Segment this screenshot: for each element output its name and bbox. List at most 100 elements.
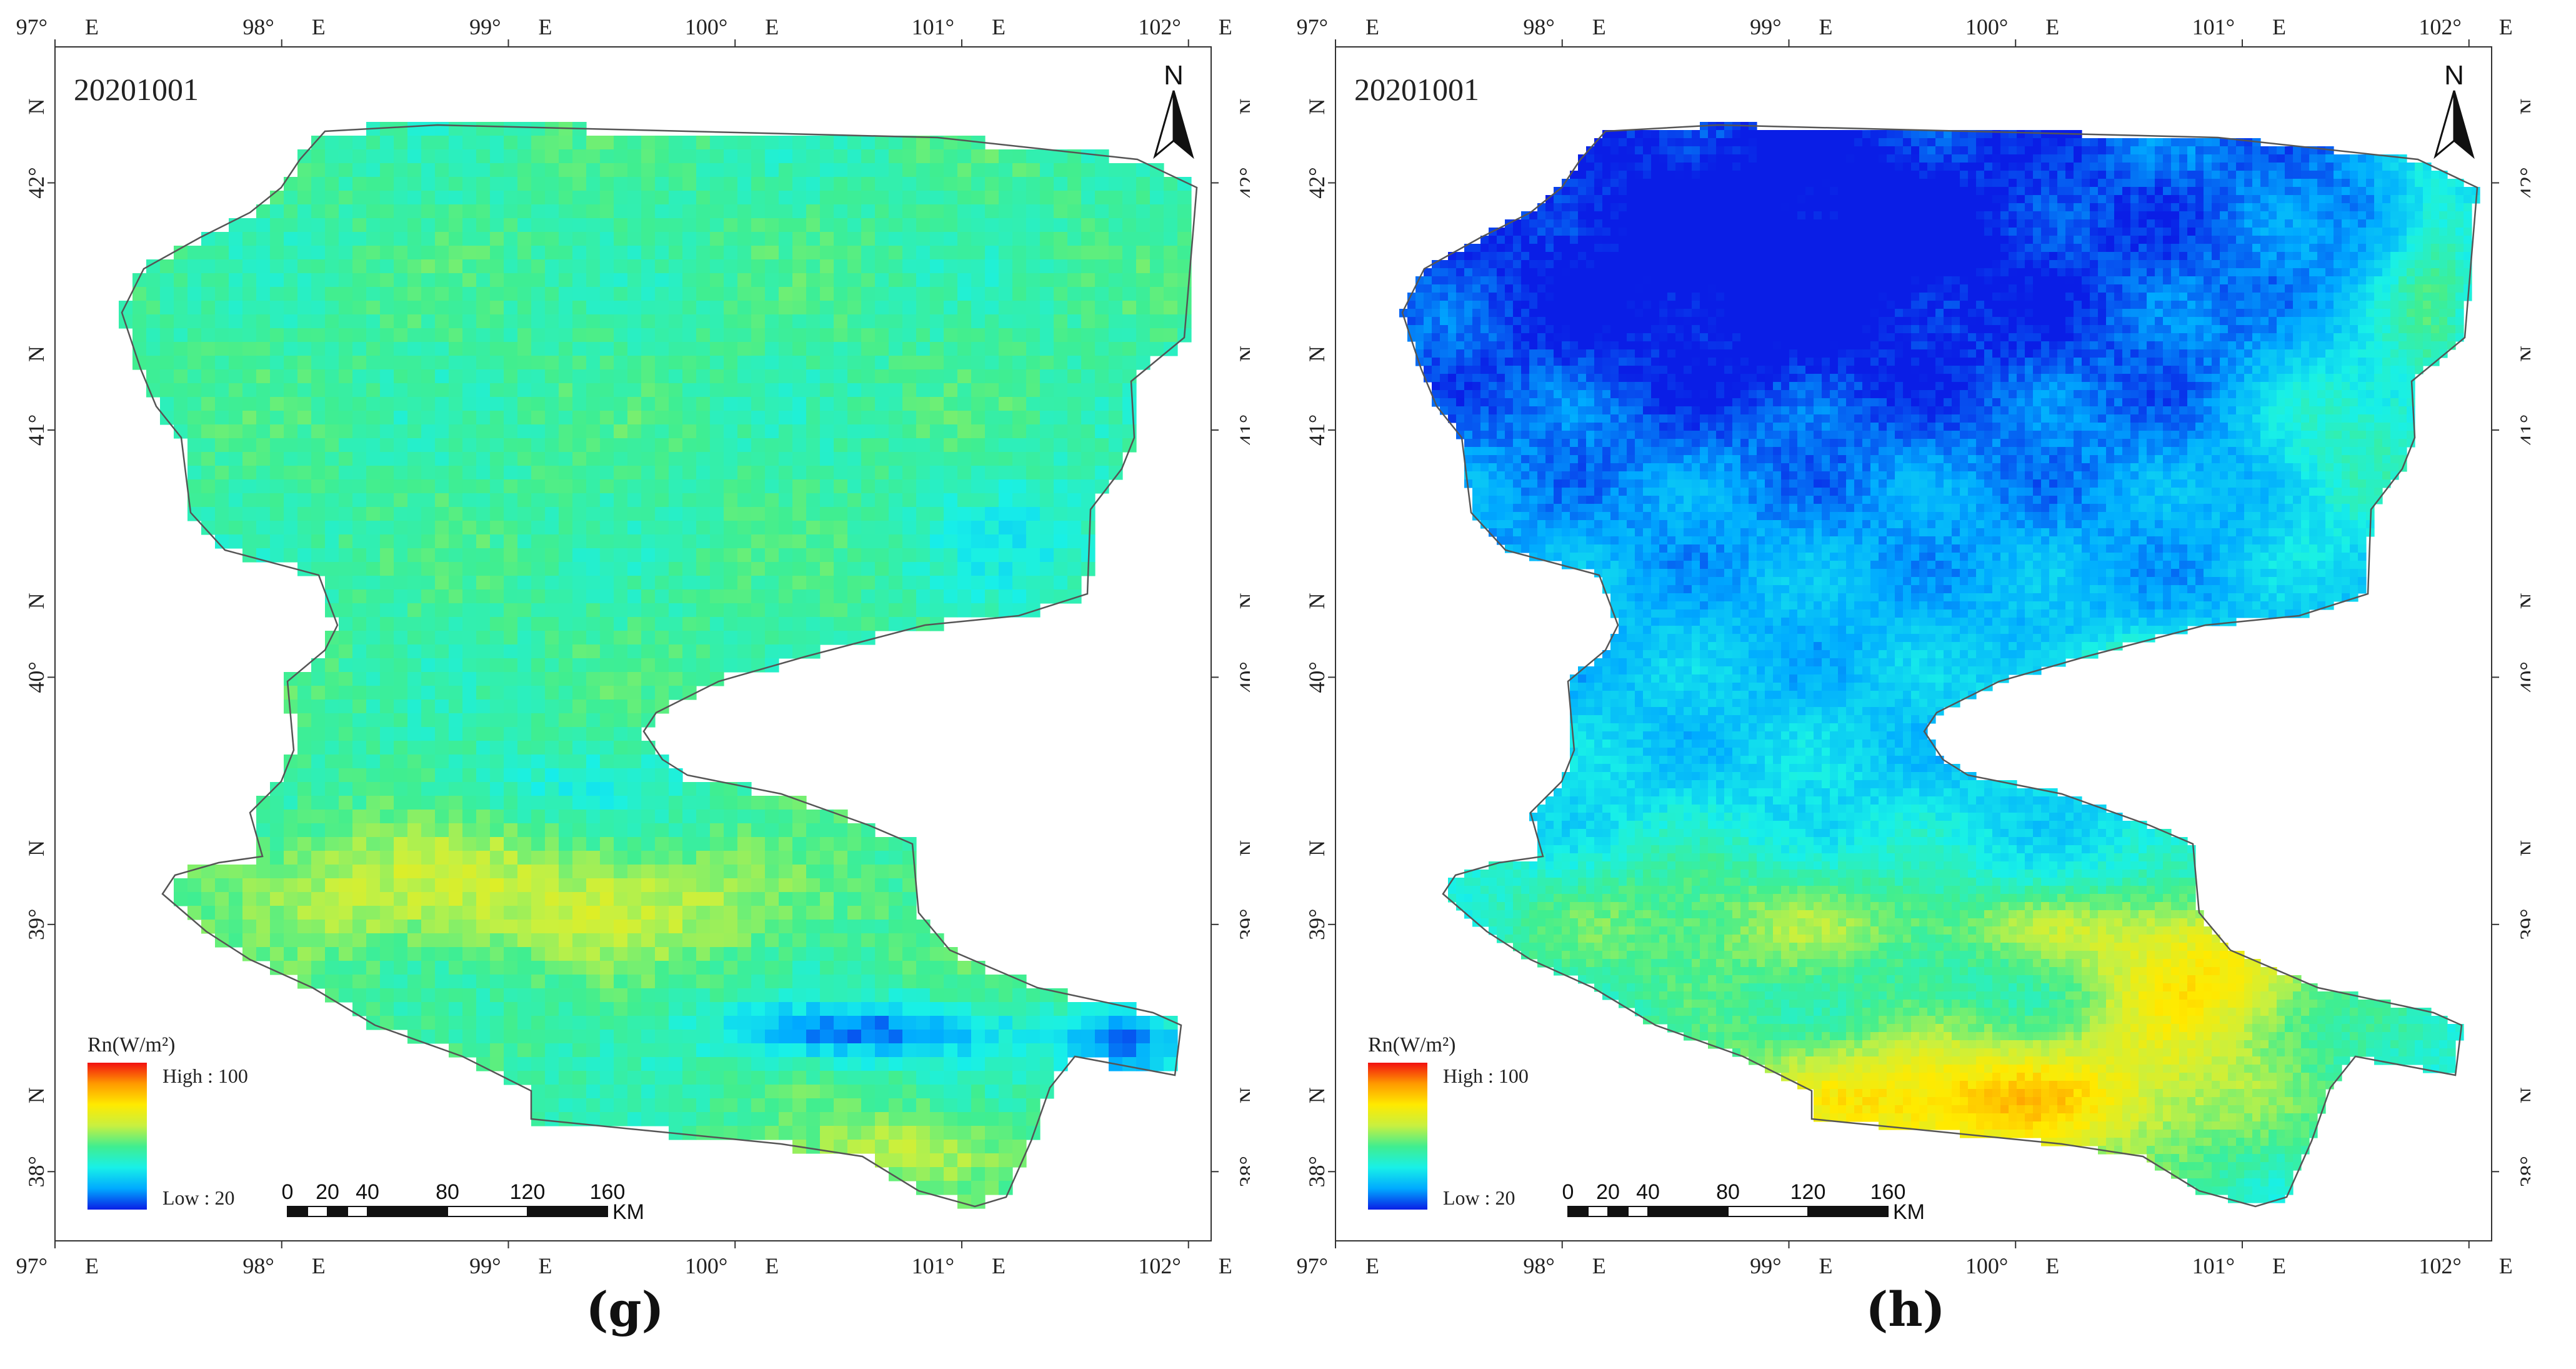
raster-cell [462,1030,477,1044]
raster-cell [1594,171,1603,179]
raster-cell [2082,163,2090,171]
raster-cell [297,411,312,425]
raster-cell [861,603,876,618]
raster-cell [2155,154,2164,163]
raster-cell [2244,154,2253,163]
raster-cell [380,191,394,205]
lat-tick-label: 42° [24,167,49,198]
raster-cell [724,865,738,879]
raster-cell [1773,179,1782,188]
raster-cell [724,411,738,425]
raster-cell [2106,187,2115,196]
lon-hemisphere-label: E [538,1253,552,1278]
raster-cell [1150,1030,1164,1044]
raster-cell [875,411,889,425]
raster-cell [559,273,573,288]
raster-cell [1026,287,1041,301]
raster-cell [517,631,532,645]
raster-cell [270,232,284,246]
raster-cell [1095,204,1109,219]
raster-cell [517,328,532,343]
raster-cell [614,700,628,714]
raster-cell [1903,146,1912,155]
raster-cell [669,548,683,563]
raster-cell [1667,130,1676,139]
raster-cell [394,424,408,439]
raster-cell [421,232,436,246]
raster-cell [490,603,504,618]
raster-cell [930,975,944,989]
raster-cell [930,548,944,563]
raster-cell [627,988,642,1003]
raster-cell [297,328,312,343]
raster-cell [531,122,546,136]
raster-cell [2293,163,2302,171]
raster-cell [861,562,876,576]
raster-cell [586,411,601,425]
raster-cell [1012,246,1027,260]
raster-cell [2325,154,2334,163]
raster-cell [380,589,394,604]
raster-cell [449,906,463,920]
raster-cell [490,920,504,934]
raster-cell [737,534,752,549]
raster-cell [545,562,559,576]
raster-cell [2017,138,2025,147]
raster-cell [572,204,587,219]
raster-cell [476,177,491,191]
raster-cell [957,424,972,439]
raster-cell [2041,138,2050,147]
raster-cell [545,644,559,659]
raster-cell [2399,179,2407,188]
raster-cell [380,466,394,480]
raster-cell [517,576,532,590]
raster-cell [2171,154,2180,163]
raster-cell [779,810,793,824]
raster-cell [779,136,793,150]
raster-cell [421,342,436,356]
raster-cell [311,548,326,563]
raster-cell [916,191,931,205]
raster-cell [325,755,339,769]
raster-cell [724,906,738,920]
raster-cell [380,342,394,356]
raster-cell [682,232,697,246]
raster-cell [2236,146,2245,155]
raster-cell [614,507,628,521]
raster-cell [504,218,518,233]
raster-cell [1903,195,1912,204]
raster-cell [765,1098,779,1113]
raster-cell [1012,438,1027,453]
raster-cell [820,631,834,645]
raster-cell [504,920,518,934]
raster-cell [476,191,491,205]
raster-cell [394,259,408,274]
raster-cell [380,1016,394,1030]
raster-cell [1927,154,1936,163]
raster-cell [380,975,394,989]
raster-cell [380,273,394,288]
raster-cell [889,837,903,851]
raster-cell [1643,146,1652,155]
raster-cell [2179,187,2188,196]
raster-cell [1797,163,1806,171]
raster-cell [779,1057,793,1071]
raster-cell [215,452,229,466]
raster-cell [1692,154,1700,163]
raster-cell [834,1043,848,1058]
raster-cell [792,356,807,370]
raster-cell [1635,146,1644,155]
raster-cell [1012,273,1027,288]
raster-cell [696,975,711,989]
raster-cell [572,823,587,838]
raster-cell [531,136,546,150]
raster-cell [1984,163,1993,171]
raster-cell [490,672,504,686]
raster-cell [875,369,889,384]
raster-cell [407,1002,422,1016]
raster-cell [902,878,917,893]
raster-cell [270,204,284,219]
raster-cell [339,589,353,604]
raster-cell [600,204,614,219]
raster-cell [847,397,862,411]
